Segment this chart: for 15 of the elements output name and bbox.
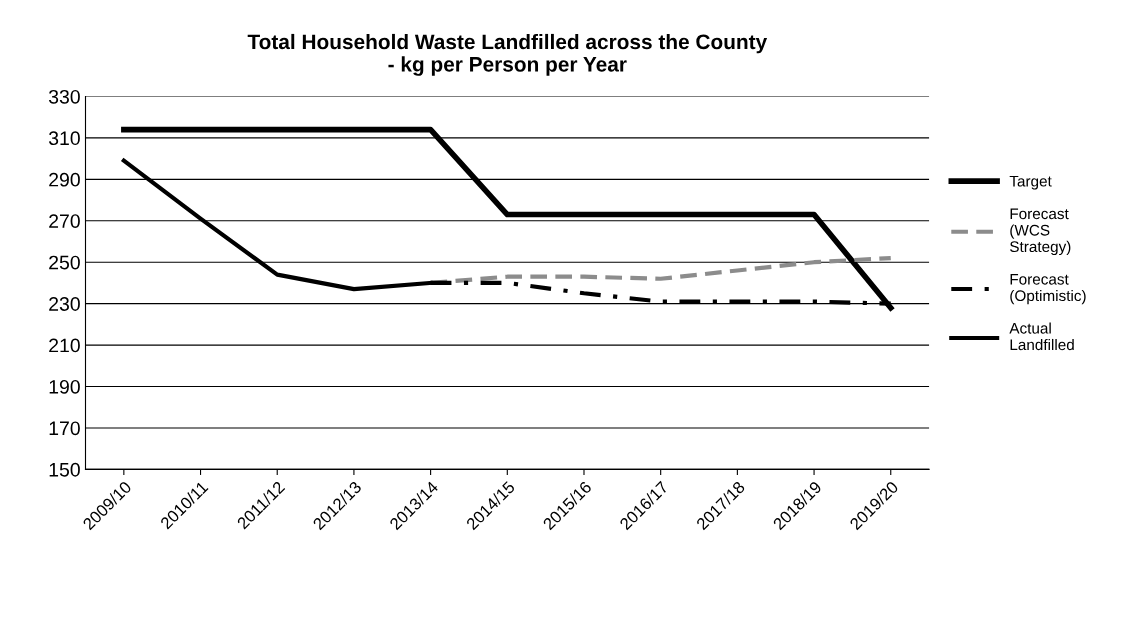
y-tick-label: 330 bbox=[48, 89, 80, 104]
y-tick-label: 270 bbox=[49, 214, 80, 228]
y-tick-label: 190 bbox=[49, 379, 80, 394]
y-tick-label: 150 bbox=[49, 462, 80, 477]
legend-label: Target bbox=[1009, 175, 1052, 190]
legend-label: Forecast (Optimistic) bbox=[1010, 274, 1086, 305]
y-tick-label: 250 bbox=[49, 255, 80, 270]
legend-label: Forecast (WCS Strategy) bbox=[1010, 208, 1071, 256]
y-tick-label: 230 bbox=[49, 297, 80, 311]
y-tick-label: 210 bbox=[49, 338, 80, 353]
chart-title: Total Household Waste Landfilled across the County - kg per Person per Year bbox=[247, 33, 768, 76]
legend-label: Actual Landfilled bbox=[1009, 322, 1074, 351]
y-tick-label: 170 bbox=[49, 421, 80, 436]
y-tick-label: 310 bbox=[48, 131, 80, 146]
y-tick-label: 290 bbox=[49, 172, 80, 187]
